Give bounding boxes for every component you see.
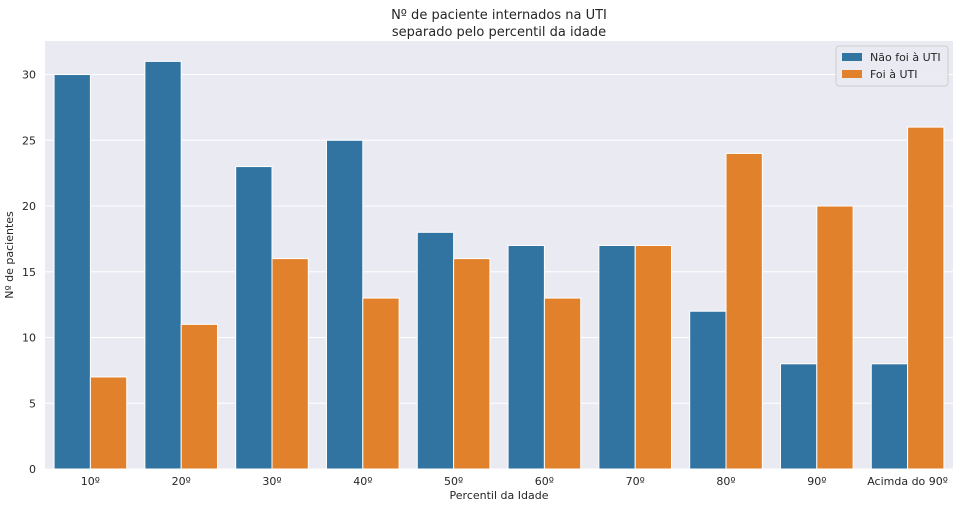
bar-foi-0 — [89, 376, 128, 470]
x-tick-label: 30º — [262, 475, 281, 488]
bar-nao-foi-2 — [235, 166, 273, 470]
x-tick-label: Acimda do 90º — [867, 475, 948, 488]
y-tick-label: 15 — [22, 266, 36, 279]
chart-title-line-2: separado pelo percentil da idade — [392, 25, 606, 40]
x-tick-labels: 10º 20º 30º 40º 50º 60º 70º 80º 90º Acimda do 90º — [81, 475, 948, 488]
bar-foi-7 — [725, 152, 763, 470]
bar-foi-3 — [362, 297, 400, 470]
bar-nao-foi-0 — [53, 74, 91, 470]
legend-label-nao-foi: Não foi à UTI — [870, 51, 941, 64]
bar-nao-foi-6 — [598, 244, 636, 470]
x-tick-label: 60º — [535, 475, 554, 488]
x-tick-label: 50º — [444, 475, 463, 488]
bar-nao-foi-7 — [689, 310, 727, 470]
bar-nao-foi-4 — [416, 231, 455, 470]
y-axis-label: Nº de pacientes — [3, 211, 16, 299]
bar-foi-9 — [907, 126, 945, 470]
y-tick-label: 25 — [22, 134, 36, 147]
legend-box — [835, 45, 949, 87]
x-axis-label: Percentil da Idade — [450, 489, 549, 502]
legend-label-foi: Foi à UTI — [870, 68, 917, 81]
x-tick-label: 90º — [807, 475, 826, 488]
bar-foi-1 — [180, 323, 219, 470]
bar-nao-foi-9 — [870, 363, 909, 470]
bar-nao-foi-3 — [325, 139, 364, 470]
bar-foi-8 — [816, 205, 854, 470]
x-tick-label: 80º — [716, 475, 735, 488]
chart-title-line-1: Nº de paciente internados na UTI — [391, 8, 607, 23]
bar-nao-foi-5 — [507, 244, 545, 470]
legend-swatch-nao-foi — [842, 53, 862, 61]
y-tick-label: 0 — [29, 463, 36, 476]
bar-foi-4 — [453, 258, 491, 470]
bar-foi-2 — [271, 258, 309, 470]
y-tick-labels: 0 5 10 15 20 25 30 — [22, 69, 36, 476]
y-tick-label: 20 — [22, 200, 36, 213]
bar-foi-5 — [543, 297, 582, 470]
y-tick-label: 5 — [29, 397, 36, 410]
x-tick-label: 10º — [81, 475, 100, 488]
bars — [53, 60, 945, 470]
legend: Não foi à UTI Foi à UTI — [835, 45, 949, 87]
y-tick-label: 30 — [22, 69, 36, 82]
legend-swatch-foi — [842, 70, 862, 78]
x-tick-label: 70º — [626, 475, 645, 488]
bar-nao-foi-8 — [779, 363, 818, 470]
y-tick-label: 10 — [22, 332, 36, 345]
bar-foi-6 — [634, 244, 673, 470]
bar-nao-foi-1 — [144, 60, 182, 470]
x-tick-label: 20º — [172, 475, 191, 488]
x-tick-label: 40º — [353, 475, 372, 488]
